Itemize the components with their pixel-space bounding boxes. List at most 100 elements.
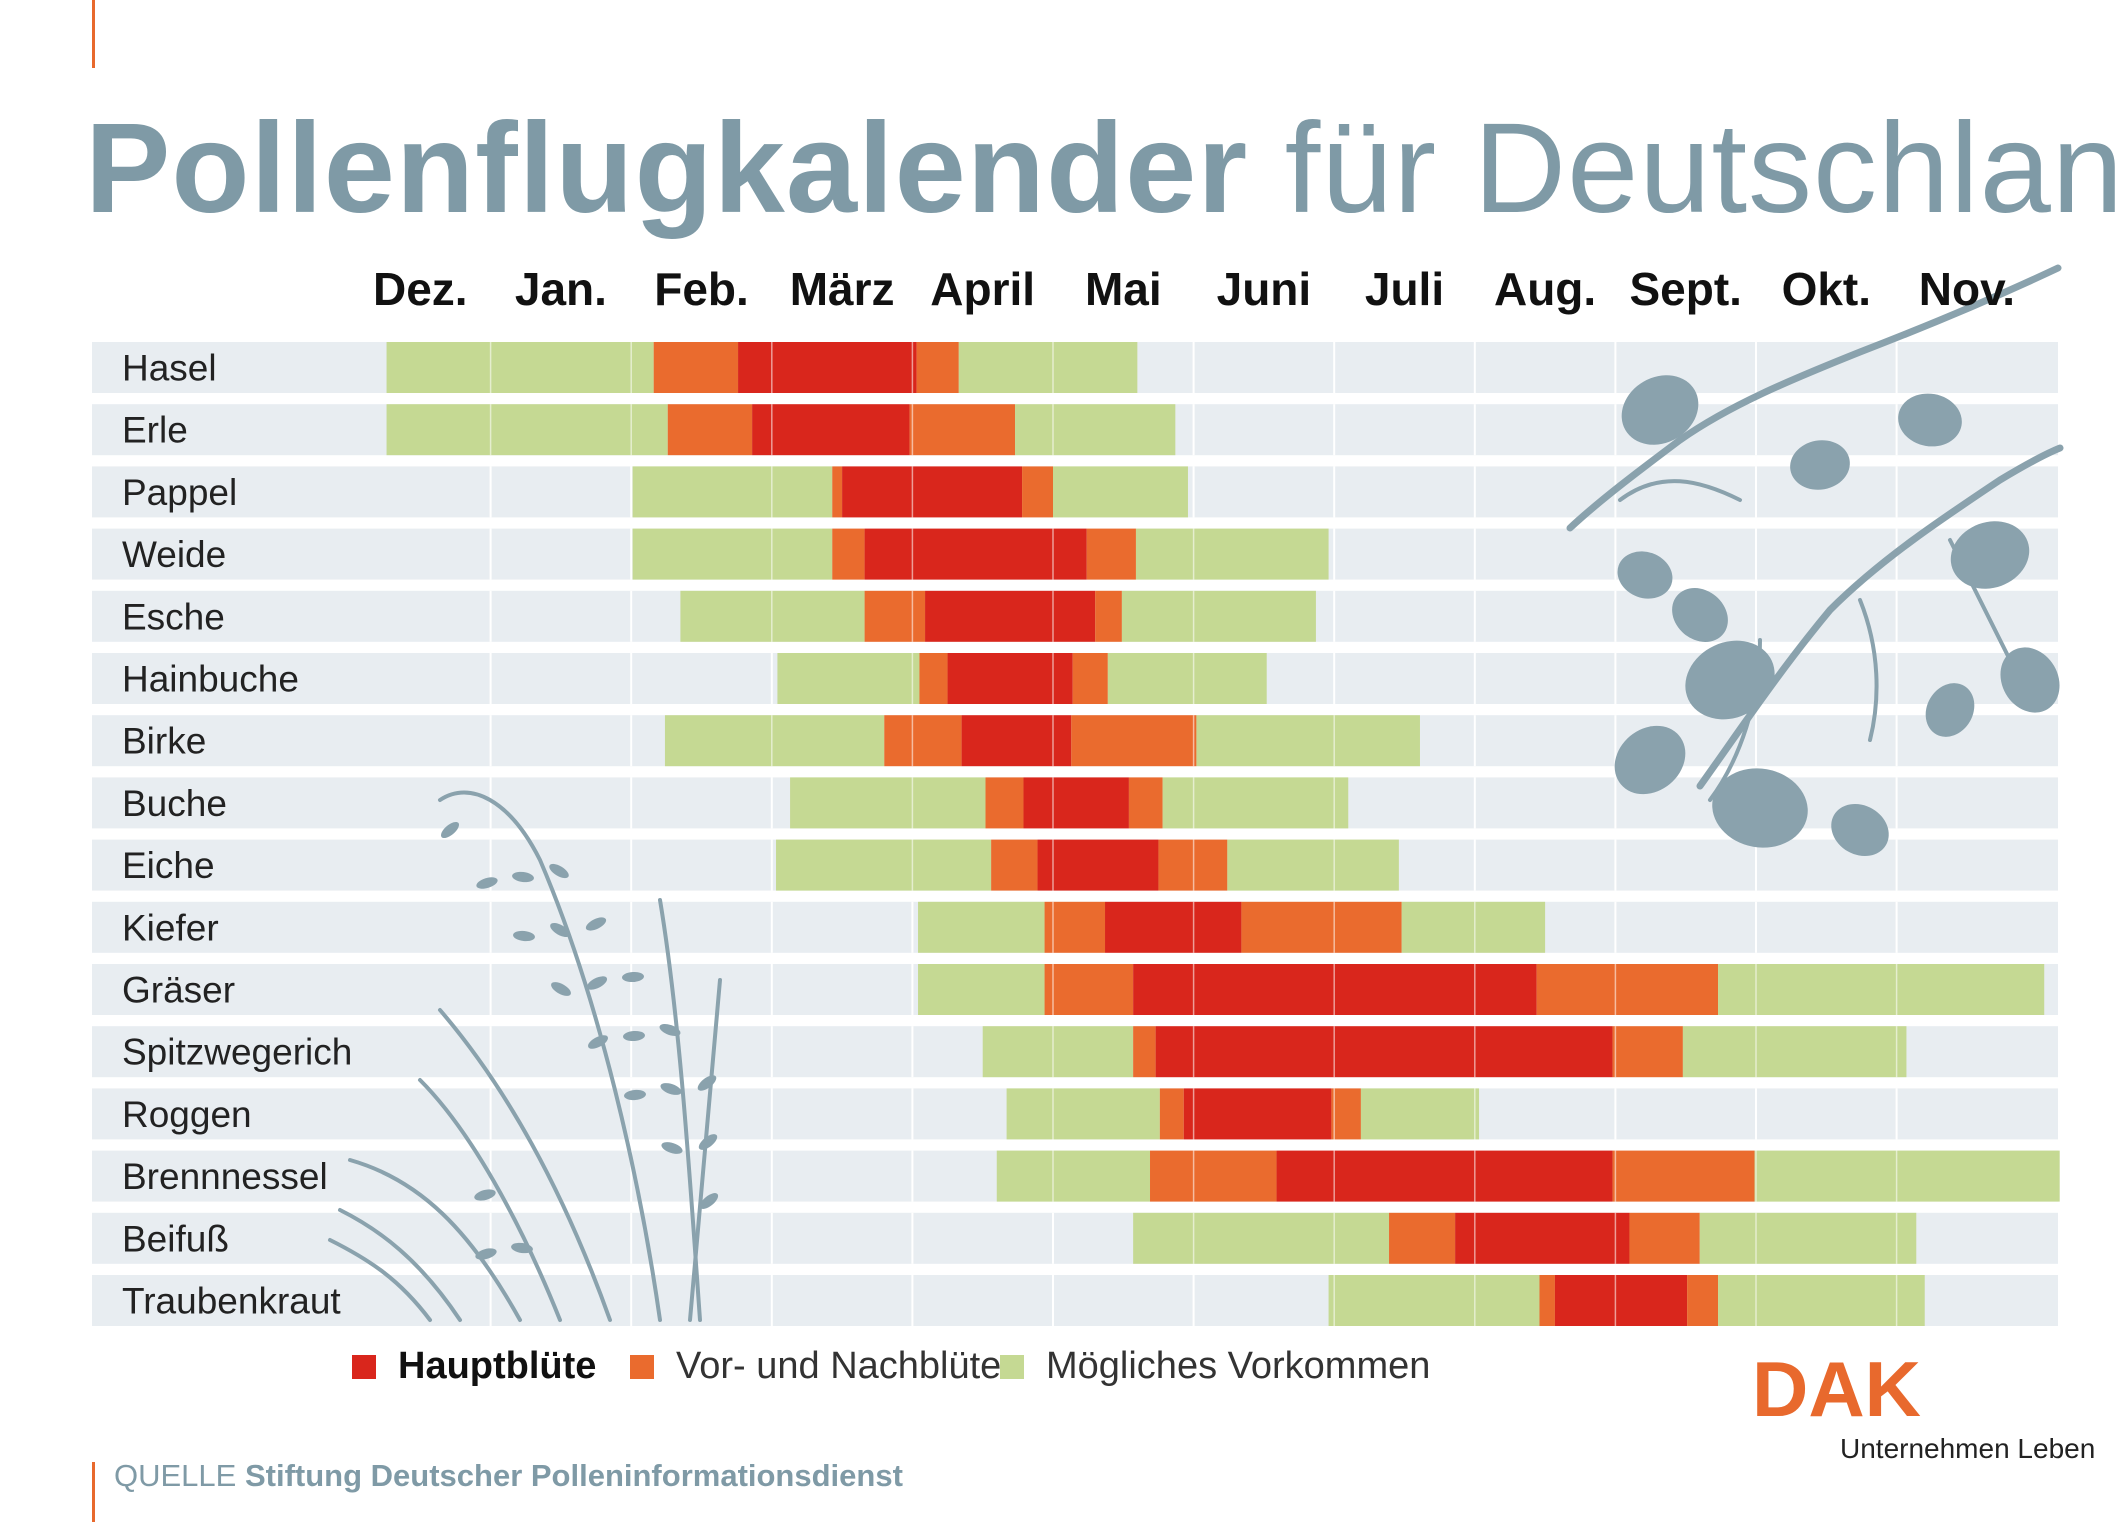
bar-segment-pre	[884, 715, 962, 767]
bar-segment-main	[925, 590, 1096, 642]
bar-segment-main	[752, 404, 910, 456]
bar-segment-possible	[1682, 1026, 1907, 1078]
birch-leaf	[1712, 768, 1808, 848]
source-prefix: QUELLE	[114, 1458, 237, 1493]
bar-segment-possible	[386, 404, 668, 456]
grass-seed	[585, 917, 607, 931]
birch-leaf	[1925, 683, 1975, 737]
grass-stem	[338, 1208, 462, 1322]
bar-segment-pre	[1022, 466, 1053, 518]
bar-segment-pre	[985, 777, 1024, 829]
grass-seed	[624, 1089, 646, 1101]
month-label: Feb.	[654, 263, 749, 315]
bar-segment-pre	[1095, 590, 1122, 642]
plant-decor-front	[328, 264, 2064, 1322]
plant-label: Esche	[122, 596, 225, 637]
bar-segment-possible	[1754, 1150, 2060, 1202]
bar-segment-possible	[1401, 901, 1546, 953]
bar-segment-possible	[1718, 1275, 1925, 1326]
grass-seed	[549, 863, 569, 879]
bar-segment-main	[864, 528, 1087, 580]
bar-segment-pre	[667, 404, 753, 456]
bar-segment-possible	[386, 342, 654, 393]
bar-segment-possible	[790, 777, 986, 829]
grass-seed	[661, 1142, 683, 1154]
bar-segment-possible	[1162, 777, 1349, 829]
grass-stem	[328, 1238, 432, 1322]
grass-seed	[513, 930, 535, 942]
bar-segment-possible	[1135, 528, 1329, 580]
brand-slogan: Unternehmen Leben	[1840, 1433, 2096, 1464]
bar-segment-pre	[832, 528, 865, 580]
month-label: März	[790, 263, 895, 315]
plant-labels: Hasel Erle Pappel Weide Esche Hainbuche Birke B…	[122, 348, 352, 1322]
bar-segment-pre	[1331, 1088, 1361, 1140]
bar-segment-possible	[982, 1026, 1134, 1078]
legend-main: Hauptblüte	[352, 1345, 596, 1388]
plant-label: Pappel	[122, 472, 237, 513]
bar-segment-pre	[1389, 1212, 1456, 1264]
bar-segment-possible	[1133, 1212, 1390, 1264]
title-light: für Deutschland	[1284, 97, 2126, 240]
grass-seed	[698, 1134, 718, 1150]
bar-segment-pre	[1150, 1150, 1277, 1202]
bar-segment-possible	[1699, 1212, 1917, 1264]
bar-segment-possible	[996, 1150, 1151, 1202]
grass-seed	[699, 1193, 719, 1209]
bar-segment-pre	[991, 839, 1038, 891]
bar-segment-possible	[632, 466, 833, 518]
bar-segment-pre	[832, 466, 843, 518]
bar-segment-possible	[664, 715, 885, 767]
branch-stem	[1566, 264, 2062, 532]
month-label: Nov.	[1919, 263, 2015, 315]
plant-label: Spitzwegerich	[122, 1032, 352, 1073]
source-name: Stiftung Deutscher Polleninformationsdie…	[244, 1458, 903, 1493]
plant-label: Roggen	[122, 1094, 252, 1135]
dak-logo-text: DAK	[1752, 1352, 1921, 1432]
birch-leaf	[1790, 440, 1850, 490]
legend-swatch-possible	[1000, 1354, 1024, 1379]
plant-label: Kiefer	[122, 907, 219, 948]
birch-leaf	[1685, 640, 1775, 720]
legend-pre: Vor- und Nachblüte	[630, 1345, 1001, 1388]
bar-segment-pre	[1612, 1150, 1755, 1202]
birch-leaf	[1672, 588, 1728, 642]
bar-segment-possible	[958, 342, 1138, 393]
legend-possible: Mögliches Vorkommen	[1000, 1345, 1430, 1388]
month-label: Juni	[1217, 263, 1312, 315]
bar-segment-possible	[1121, 590, 1316, 642]
grass-seed	[659, 1023, 681, 1037]
plant-label: Weide	[122, 534, 226, 575]
bar-segment-main	[1183, 1088, 1332, 1140]
plant-label: Buche	[122, 783, 227, 824]
grass-seed	[475, 1248, 497, 1260]
legend-swatch-main	[352, 1354, 376, 1379]
grass-stem	[348, 1158, 522, 1322]
grass-stem	[688, 978, 722, 1322]
plant-label: Gräser	[122, 970, 235, 1011]
bar-segment-possible	[1328, 1275, 1540, 1326]
bar-segment-pre	[1539, 1275, 1555, 1326]
legend-label-main: Hauptblüte	[398, 1345, 597, 1387]
grass-seed	[511, 1242, 533, 1254]
birch-leaf	[1614, 725, 1686, 795]
grass-seed	[660, 1083, 682, 1095]
bar-segment-main	[1455, 1212, 1630, 1264]
month-label: Jan.	[515, 263, 607, 315]
dak-logo: DAK	[1752, 1352, 1921, 1432]
bar-segment-pre	[1536, 964, 1719, 1015]
plant-label: Eiche	[122, 845, 215, 886]
bar-segment-main	[1554, 1275, 1688, 1326]
bar-segment-pre	[864, 590, 926, 642]
bar-segment-pre	[1044, 901, 1106, 953]
plant-label: Beifuß	[122, 1218, 229, 1259]
month-axis: Dez. Jan. Feb. März April Mai Juni Juli Aug. Sept…	[373, 263, 2015, 315]
bar-segment-possible	[1718, 964, 2045, 1015]
bar-segment-possible	[1107, 653, 1267, 704]
grass-seed	[586, 976, 608, 990]
accent-line-bottom	[92, 1462, 95, 1522]
bar-segment-possible	[776, 839, 992, 891]
month-label: Dez.	[373, 263, 468, 315]
bar-segment-main	[842, 466, 1023, 518]
legend-swatch-pre	[630, 1354, 654, 1379]
